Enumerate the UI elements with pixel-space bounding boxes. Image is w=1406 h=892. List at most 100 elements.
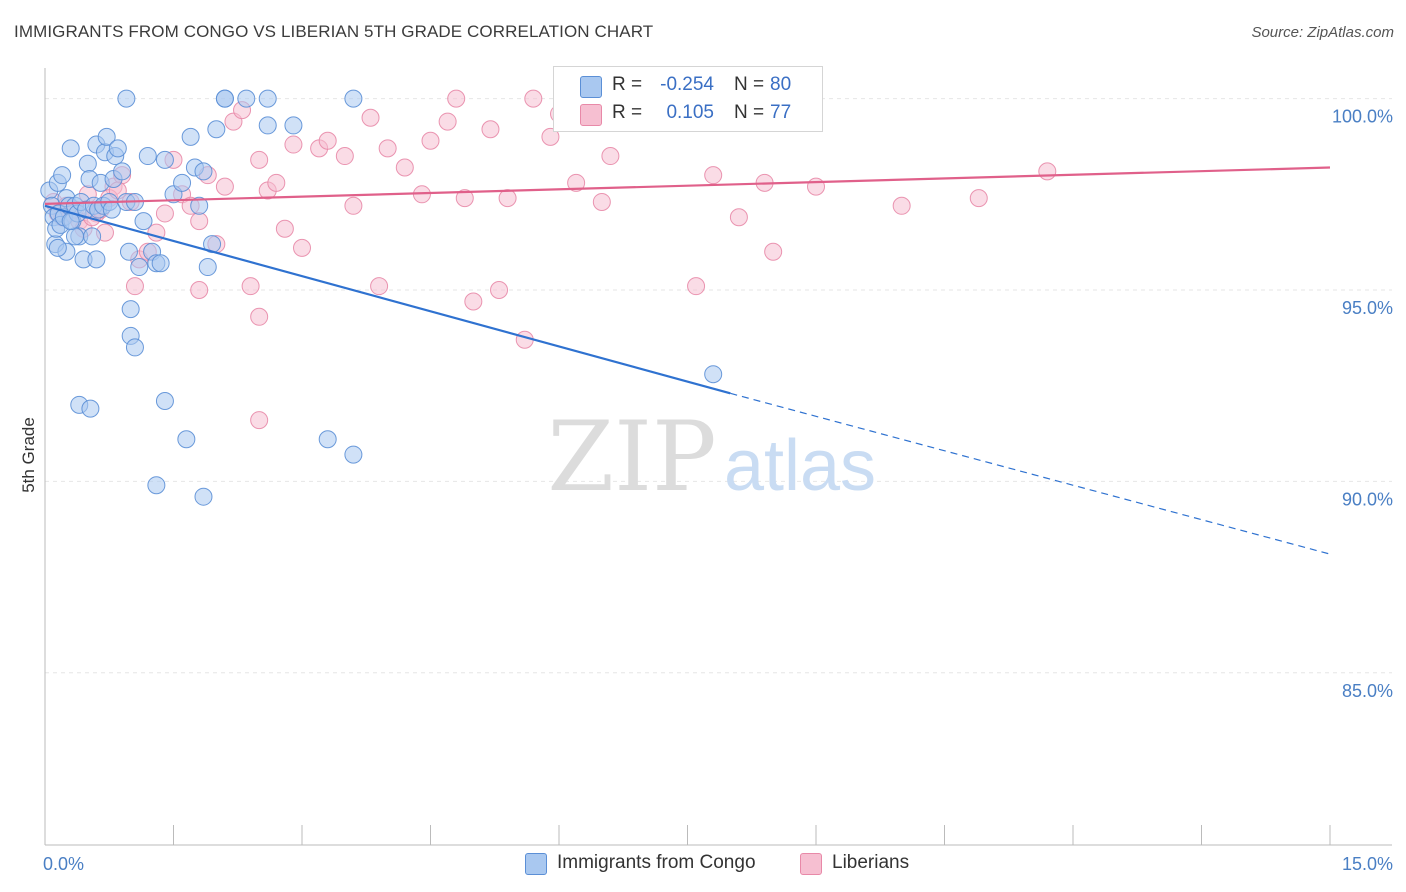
x-tick-label: 15.0%	[1342, 854, 1393, 874]
n-label: N =	[734, 74, 765, 95]
congo-point	[155, 150, 174, 169]
y-tick-labels: 100.0% 95.0% 90.0% 85.0%	[1332, 107, 1393, 701]
r-value: -0.254	[660, 74, 714, 95]
congo-point	[181, 127, 200, 146]
congo-point	[344, 89, 363, 108]
liberian-point	[318, 131, 337, 150]
congo-point	[130, 258, 149, 277]
congo-point	[173, 173, 192, 192]
liberian-point	[250, 307, 269, 326]
liberian-point	[335, 147, 354, 166]
liberian-point	[601, 147, 620, 166]
liberian-legend-swatch	[800, 853, 822, 875]
liberian-point	[361, 108, 380, 127]
liberian-point	[464, 292, 483, 311]
liberian-point	[125, 277, 144, 296]
legend-row-liberian: R = 0.105 N = 77	[554, 99, 822, 129]
liberian-point	[567, 173, 586, 192]
congo-point	[147, 476, 166, 495]
liberian-point	[395, 158, 414, 177]
trend-lines	[44, 166, 1331, 555]
congo-point	[151, 254, 170, 273]
congo-point	[344, 445, 363, 464]
congo-point	[87, 250, 106, 269]
axes	[44, 68, 1392, 846]
congo-point	[61, 139, 80, 158]
liberian-point	[592, 192, 611, 211]
liberian-point	[729, 208, 748, 227]
congo-point	[78, 154, 97, 173]
liberian-point	[215, 177, 234, 196]
congo-point	[207, 120, 226, 139]
liberian-point	[524, 89, 543, 108]
congo-point	[215, 89, 234, 108]
watermark: ZIP atlas	[547, 401, 876, 513]
congo-point	[198, 258, 217, 277]
liberian-point	[267, 173, 286, 192]
congo-point	[65, 227, 84, 246]
liberian-point	[284, 135, 303, 154]
liberian-point	[455, 189, 474, 208]
congo-point	[318, 430, 337, 449]
congo-point	[119, 242, 138, 261]
congo-points	[40, 89, 723, 506]
y-tick-label: 85.0%	[1342, 681, 1393, 701]
liberian-point	[687, 277, 706, 296]
liberian-trend-line	[44, 166, 1331, 205]
congo-point	[134, 212, 153, 231]
legend-label: Immigrants from Congo	[557, 852, 756, 873]
liberian-point	[293, 238, 311, 257]
r-label: R =	[612, 74, 643, 95]
liberian-point	[370, 277, 389, 296]
liberian-point	[969, 189, 988, 208]
watermark-zip: ZIP	[547, 401, 716, 513]
legend-label: Liberians	[832, 852, 910, 873]
liberian-point	[250, 150, 269, 169]
liberian-point	[190, 212, 209, 231]
congo-point	[125, 338, 144, 357]
congo-point	[258, 89, 277, 108]
congo-point	[194, 162, 213, 181]
r-label: R =	[612, 102, 643, 123]
liberian-point	[704, 166, 723, 185]
legend-row-congo: R = -0.254 N = 80	[554, 71, 822, 101]
congo-point	[258, 116, 277, 135]
source-credit: Source: ZipAtlas.com	[1251, 24, 1394, 41]
liberian-point	[541, 127, 560, 146]
congo-trend-extension	[730, 392, 1331, 555]
liberian-point	[447, 89, 466, 108]
liberian-point	[490, 281, 509, 299]
congo-point	[53, 166, 72, 185]
liberian-swatch	[580, 104, 602, 126]
congo-point	[138, 147, 157, 166]
congo-swatch	[580, 76, 602, 98]
liberian-point	[421, 131, 440, 150]
congo-point	[81, 399, 100, 418]
liberian-point	[344, 196, 363, 215]
congo-point	[237, 89, 256, 108]
x-tick-labels: 0.0% 15.0%	[43, 854, 1393, 874]
congo-point	[190, 196, 209, 215]
congo-point	[704, 365, 723, 384]
r-value: 0.105	[666, 102, 714, 123]
correlation-legend: R = -0.254 N = 80 R = 0.105 N = 77	[553, 66, 823, 132]
congo-point	[83, 227, 102, 246]
congo-point	[194, 487, 213, 506]
liberian-point	[275, 219, 294, 238]
liberian-point	[190, 281, 209, 299]
congo-legend-swatch	[525, 853, 547, 875]
liberian-point	[378, 139, 397, 158]
y-tick-label: 90.0%	[1342, 489, 1393, 509]
x-tick-label: 0.0%	[43, 854, 84, 874]
chart-title: IMMIGRANTS FROM CONGO VS LIBERIAN 5TH GR…	[14, 22, 654, 41]
n-value: 80	[770, 74, 792, 95]
congo-point	[48, 238, 67, 257]
congo-point	[284, 116, 303, 135]
n-value: 77	[770, 102, 792, 123]
liberian-point	[892, 196, 911, 215]
liberian-point	[498, 189, 517, 208]
y-tick-label: 95.0%	[1342, 298, 1393, 318]
liberian-point	[481, 120, 500, 139]
congo-point	[113, 162, 132, 181]
liberian-point	[764, 242, 783, 261]
